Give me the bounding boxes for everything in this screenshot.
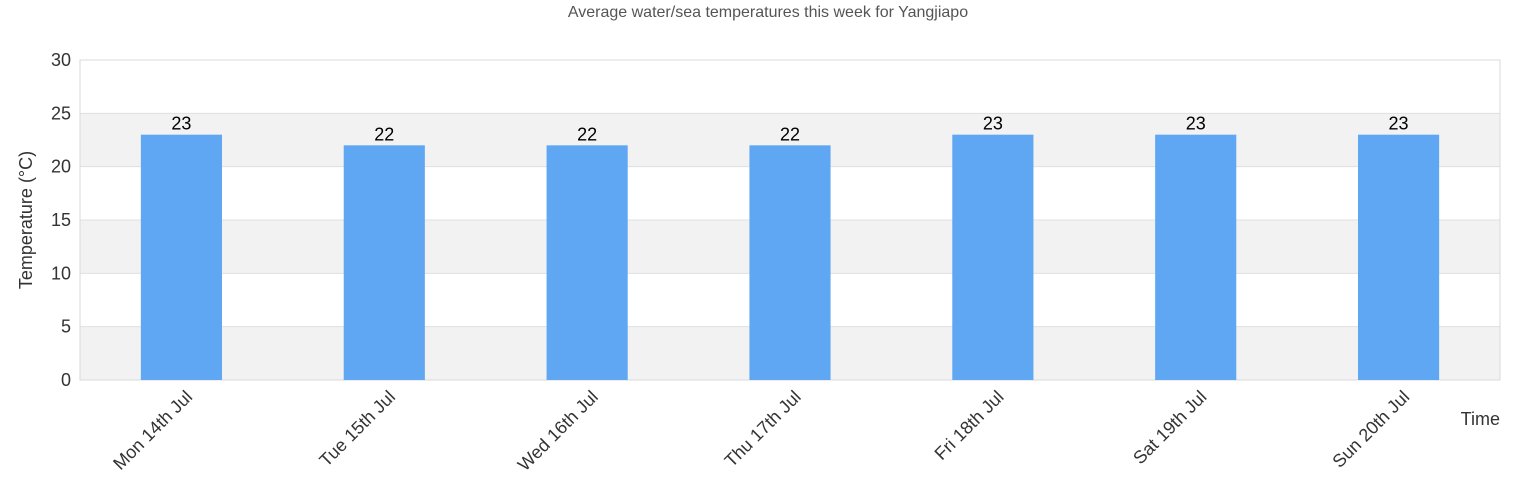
- y-tick-label: 30: [51, 50, 71, 70]
- x-tick-label: Wed 16th Jul: [514, 387, 602, 475]
- bar-value-label: 23: [983, 114, 1003, 134]
- x-axis-ticks: Mon 14th Jul Tue 15th Jul Wed 16th Jul Thu …: [109, 387, 1413, 475]
- bar: [343, 145, 425, 380]
- x-tick-label: Fri 18th Jul: [931, 387, 1008, 464]
- x-tick-label: Sat 19th Jul: [1129, 387, 1210, 468]
- x-tick-label: Sun 20th Jul: [1328, 387, 1413, 472]
- y-tick-label: 20: [51, 157, 71, 177]
- bar-value-label: 22: [577, 124, 597, 144]
- bar: [1155, 134, 1237, 380]
- y-tick-label: 0: [61, 370, 71, 390]
- plot-band: [80, 60, 1500, 114]
- x-tick-label: Thu 17th Jul: [721, 387, 805, 471]
- bar-value-label: 22: [780, 124, 800, 144]
- bar-value-label: 23: [1186, 114, 1206, 134]
- x-tick-label: Mon 14th Jul: [109, 387, 196, 474]
- y-tick-label: 15: [51, 210, 71, 230]
- chart-title: Average water/sea temperatures this week…: [568, 4, 968, 21]
- y-axis-ticks: 0 5 10 15 20 25 30: [51, 50, 71, 390]
- x-tick-label: Tue 15th Jul: [315, 387, 399, 471]
- y-tick-label: 10: [51, 263, 71, 283]
- data-labels: 23 22 22 22 23 23 23: [171, 114, 1408, 145]
- bar-value-label: 23: [171, 114, 191, 134]
- bar: [749, 145, 831, 380]
- bar: [546, 145, 628, 380]
- bar: [140, 134, 222, 380]
- x-axis-label: Time: [1461, 409, 1500, 429]
- bar-value-label: 23: [1389, 114, 1409, 134]
- bar-value-label: 22: [374, 124, 394, 144]
- bar: [1358, 134, 1440, 380]
- y-axis-label: Temperature (°C): [16, 151, 36, 289]
- y-tick-label: 5: [61, 317, 71, 337]
- y-tick-label: 25: [51, 103, 71, 123]
- bar: [952, 134, 1034, 380]
- bars: [140, 134, 1440, 380]
